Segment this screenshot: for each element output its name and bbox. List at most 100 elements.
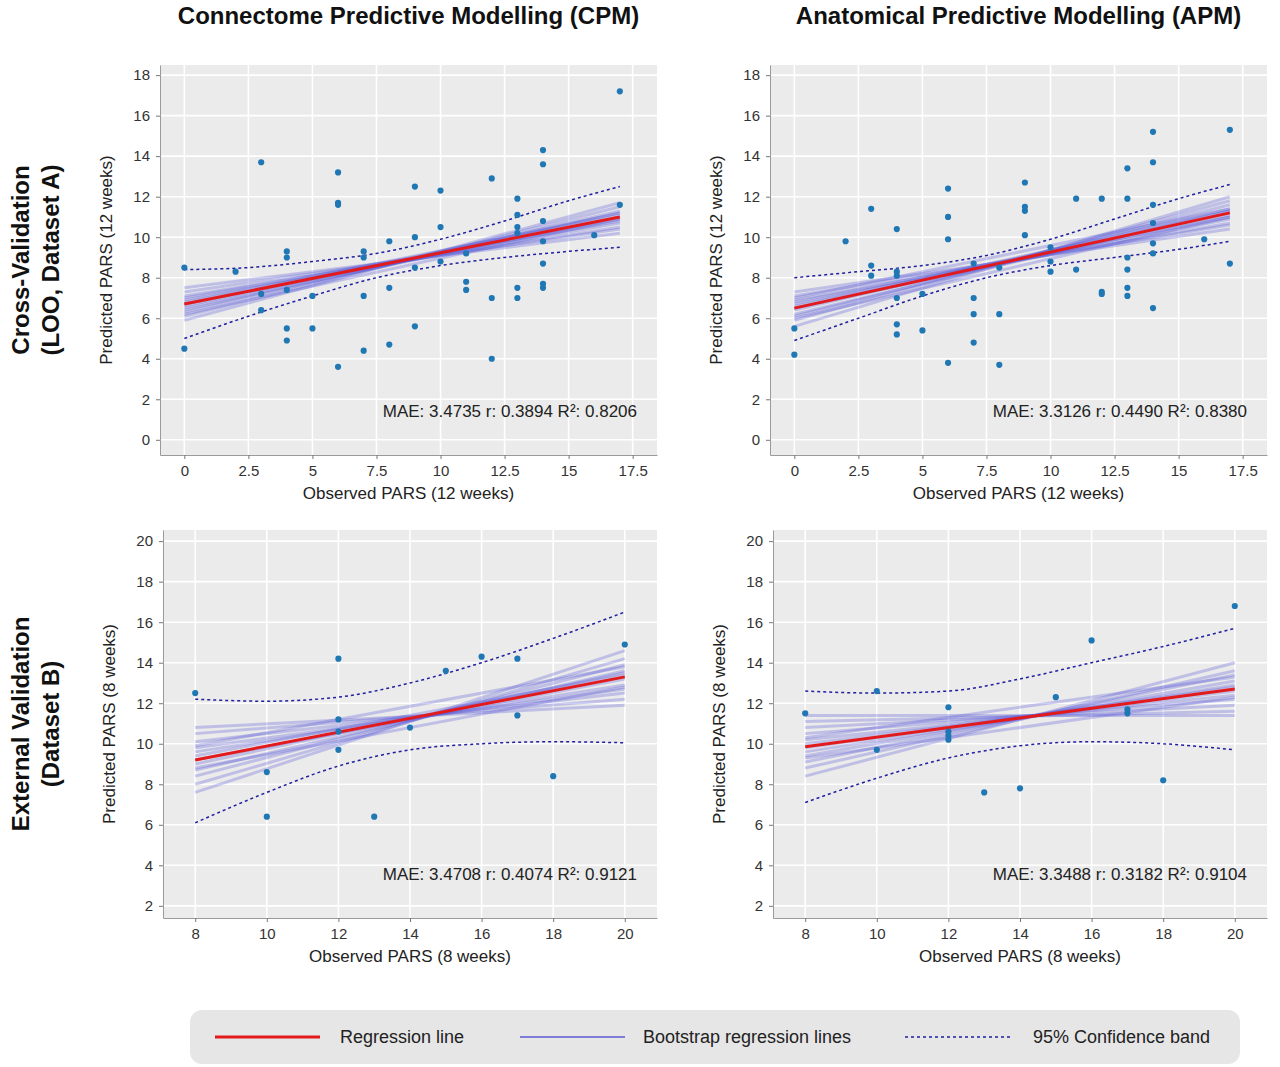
tick-label: 5 xyxy=(919,462,927,479)
point xyxy=(894,321,900,327)
legend-box xyxy=(190,1010,1240,1064)
bootstrap-line xyxy=(805,671,1235,768)
grid-line-x xyxy=(376,65,378,455)
tick: 16 xyxy=(746,613,773,630)
tick-label: 16 xyxy=(474,925,491,942)
tick: 6 xyxy=(755,816,773,833)
tick-mark xyxy=(766,399,770,400)
tick-mark xyxy=(877,918,878,922)
bootstrap-line xyxy=(794,211,1230,314)
point xyxy=(945,185,951,191)
bootstrap-line xyxy=(195,651,625,793)
grid-line-y xyxy=(770,358,1267,360)
tick: 2 xyxy=(142,391,160,408)
tick-mark xyxy=(195,918,196,922)
tick-label: 14 xyxy=(743,147,760,164)
bootstrap-line xyxy=(195,687,625,768)
tick-label: 8 xyxy=(802,925,810,942)
grid-line-y xyxy=(160,155,657,157)
legend-label: Bootstrap regression lines xyxy=(643,1027,851,1047)
grid-line-x xyxy=(1019,530,1021,918)
point xyxy=(1017,785,1023,791)
point xyxy=(335,364,341,370)
grid-line-y xyxy=(770,115,1267,117)
grid-line-y xyxy=(770,398,1267,400)
grid-line-x xyxy=(1178,65,1180,455)
tick-mark xyxy=(1243,455,1244,459)
tick: 12 xyxy=(136,695,163,712)
tick-label: 20 xyxy=(746,532,763,549)
bootstrap-line xyxy=(794,205,1230,316)
tick: 12 xyxy=(743,188,770,205)
y-axis: 024681012141618 xyxy=(743,66,770,456)
tick-label: 8 xyxy=(192,925,200,942)
point xyxy=(1124,293,1130,299)
regression-line xyxy=(794,213,1230,308)
point xyxy=(284,287,290,293)
tick: 10 xyxy=(136,735,163,752)
tick-mark xyxy=(766,237,770,238)
point xyxy=(335,656,341,662)
tick-label: 16 xyxy=(133,107,150,124)
tick-mark xyxy=(766,156,770,157)
point xyxy=(945,704,951,710)
grid-line-x xyxy=(184,65,186,455)
tick-mark xyxy=(482,918,483,922)
grid-line-x xyxy=(632,65,634,455)
tick-mark xyxy=(766,359,770,360)
axis-line xyxy=(160,66,161,456)
point xyxy=(1124,254,1130,260)
point xyxy=(437,188,443,194)
bootstrap-line xyxy=(195,659,625,785)
point xyxy=(894,331,900,337)
tick-mark xyxy=(1092,918,1093,922)
point xyxy=(443,668,449,674)
bootstrap-line xyxy=(184,217,620,308)
metrics-annotation: MAE: 3.4708 r: 0.4074 R²: 0.9121 xyxy=(383,865,637,884)
axis-line xyxy=(773,531,774,919)
point xyxy=(919,327,925,333)
axis-line xyxy=(161,455,658,456)
tick-mark xyxy=(766,197,770,198)
point xyxy=(981,789,987,795)
tick-label: 4 xyxy=(142,350,150,367)
point xyxy=(489,356,495,362)
point xyxy=(1227,260,1233,266)
tick: 4 xyxy=(142,350,160,367)
tick-label: 18 xyxy=(133,66,150,83)
grid-line-x xyxy=(568,65,570,455)
point xyxy=(361,254,367,260)
bootstrap-line xyxy=(794,209,1230,298)
x-axis-title: Observed PARS (8 weeks) xyxy=(309,947,511,966)
tick-mark xyxy=(794,455,795,459)
tick: 16 xyxy=(743,107,770,124)
tick-label: 7.5 xyxy=(367,462,388,479)
tick-mark xyxy=(948,918,949,922)
grid xyxy=(163,530,657,918)
tick: 6 xyxy=(142,310,160,327)
point xyxy=(1073,267,1079,273)
tick-mark xyxy=(769,865,773,866)
tick-mark xyxy=(633,455,634,459)
tick: 18 xyxy=(136,573,163,590)
point xyxy=(514,212,520,218)
point xyxy=(463,250,469,256)
tick: 5 xyxy=(919,455,927,479)
tick-mark xyxy=(805,918,806,922)
metrics-annotation: MAE: 3.3488 r: 0.3182 R²: 0.9104 xyxy=(993,865,1247,884)
tick: 0 xyxy=(791,455,799,479)
point xyxy=(842,238,848,244)
tick: 6 xyxy=(752,310,770,327)
bootstrap-line xyxy=(195,705,625,727)
tick-label: 0 xyxy=(142,431,150,448)
grid xyxy=(160,65,657,455)
point xyxy=(463,279,469,285)
tick: 5 xyxy=(309,455,317,479)
tick-label: 2 xyxy=(145,897,153,914)
tick-label: 10 xyxy=(133,229,150,246)
bootstrap-line xyxy=(805,677,1235,738)
tick-label: 8 xyxy=(145,776,153,793)
tick-label: 8 xyxy=(755,776,763,793)
grid-line-y xyxy=(770,196,1267,198)
tick-label: 5 xyxy=(309,462,317,479)
